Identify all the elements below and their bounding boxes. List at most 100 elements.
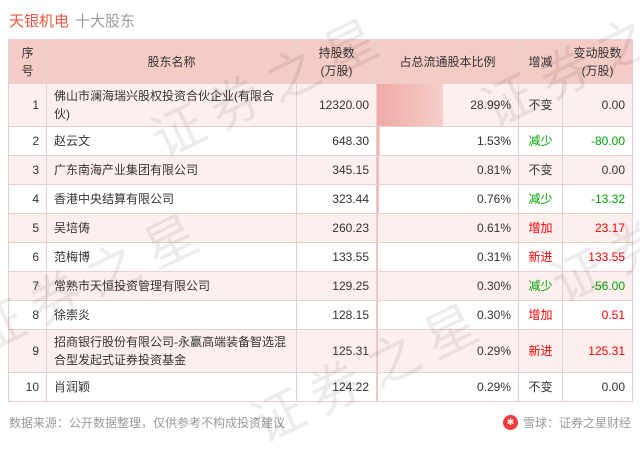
table-row: 5 吴培俦 260.23 0.61% 增加 23.17 <box>8 213 633 243</box>
cell-shares: 260.23 <box>296 213 377 243</box>
cell-percent: 0.31% <box>376 242 519 272</box>
cell-change-direction: 增加 <box>518 300 563 330</box>
percent-value: 0.29% <box>476 380 511 394</box>
shareholder-table: 序号 股东名称 持股数 (万股) 占总流通股本比例 增减 变动股数 (万股) 1… <box>8 39 633 402</box>
cell-shares: 128.15 <box>296 300 377 330</box>
cell-shareholder-name: 范梅博 <box>46 242 297 272</box>
cell-index: 1 <box>8 83 47 127</box>
percent-value: 0.61% <box>476 221 511 235</box>
cell-percent: 1.53% <box>376 126 519 156</box>
cell-shares: 345.15 <box>296 155 377 185</box>
cell-percent: 0.81% <box>376 155 519 185</box>
percent-value: 1.53% <box>476 134 511 148</box>
table-row: 4 香港中央结算有限公司 323.44 0.76% 减少 -13.32 <box>8 184 633 214</box>
header-row: 序号 股东名称 持股数 (万股) 占总流通股本比例 增减 变动股数 (万股) <box>8 39 633 84</box>
percent-value: 0.30% <box>476 308 511 322</box>
cell-shareholder-name: 佛山市澜海瑞兴股权投资合伙企业(有限合伙) <box>46 83 297 127</box>
cell-index: 4 <box>8 184 47 214</box>
table-row: 1 佛山市澜海瑞兴股权投资合伙企业(有限合伙) 12320.00 28.99% … <box>8 83 633 127</box>
cell-shares: 129.25 <box>296 271 377 301</box>
percent-value: 28.99% <box>470 98 511 112</box>
cell-index: 10 <box>8 372 47 402</box>
table-row: 8 徐崇炎 128.15 0.30% 增加 0.51 <box>8 300 633 330</box>
percent-value: 0.30% <box>476 279 511 293</box>
cell-shareholder-name: 招商银行股份有限公司-永赢高端装备智选混合型发起式证券投资基金 <box>46 329 297 373</box>
cell-index: 2 <box>8 126 47 156</box>
col-header-percent: 占总流通股本比例 <box>376 39 519 84</box>
cell-percent: 28.99% <box>376 83 519 127</box>
cell-change-shares: 0.00 <box>562 372 633 402</box>
page-title: 天银机电 十大股东 <box>0 0 640 39</box>
cell-change-direction: 减少 <box>518 126 563 156</box>
cell-percent: 0.29% <box>376 329 519 373</box>
cell-shares: 124.22 <box>296 372 377 402</box>
page-subtitle: 十大股东 <box>75 13 136 30</box>
footer: 数据来源：公开数据整理，仅供参考不构成投资建议 ✱ 雪球：证券之星财经 <box>9 414 631 431</box>
percent-bar <box>377 156 379 184</box>
cell-percent: 0.30% <box>376 271 519 301</box>
cell-shareholder-name: 肖润颖 <box>46 372 297 402</box>
cell-change-shares: 125.31 <box>562 329 633 373</box>
percent-bar <box>377 301 378 329</box>
cell-percent: 0.30% <box>376 300 519 330</box>
percent-value: 0.31% <box>476 250 511 264</box>
cell-shareholder-name: 广东南海产业集团有限公司 <box>46 155 297 185</box>
table-row: 10 肖润颖 124.22 0.29% 不变 0.00 <box>8 372 633 402</box>
cell-index: 6 <box>8 242 47 272</box>
cell-change-shares: 133.55 <box>562 242 633 272</box>
cell-shareholder-name: 赵云文 <box>46 126 297 156</box>
percent-bar <box>377 243 378 271</box>
cell-shareholder-name: 常熟市天恒投资管理有限公司 <box>46 271 297 301</box>
cell-percent: 0.29% <box>376 372 519 402</box>
cell-change-direction: 新进 <box>518 329 563 373</box>
percent-bar <box>377 84 444 126</box>
data-source-note: 数据来源：公开数据整理，仅供参考不构成投资建议 <box>9 416 286 430</box>
cell-change-direction: 减少 <box>518 271 563 301</box>
cell-index: 9 <box>8 329 47 373</box>
percent-value: 0.81% <box>476 163 511 177</box>
cell-change-direction: 不变 <box>518 372 563 402</box>
percent-value: 0.29% <box>476 344 511 358</box>
cell-change-direction: 新进 <box>518 242 563 272</box>
col-header-shareholder: 股东名称 <box>46 39 297 84</box>
table-row: 7 常熟市天恒投资管理有限公司 129.25 0.30% 减少 -56.00 <box>8 271 633 301</box>
col-header-index: 序号 <box>8 39 47 84</box>
table-row: 9 招商银行股份有限公司-永赢高端装备智选混合型发起式证券投资基金 125.31… <box>8 329 633 373</box>
cell-change-shares: -13.32 <box>562 184 633 214</box>
credit: ✱ 雪球：证券之星财经 <box>502 414 631 431</box>
xueqiu-logo-icon: ✱ <box>502 415 518 430</box>
cell-index: 7 <box>8 271 47 301</box>
table-body: 1 佛山市澜海瑞兴股权投资合伙企业(有限合伙) 12320.00 28.99% … <box>8 83 633 402</box>
percent-bar <box>377 127 381 155</box>
cell-change-direction: 减少 <box>518 184 563 214</box>
cell-shares: 125.31 <box>296 329 377 373</box>
table-header: 序号 股东名称 持股数 (万股) 占总流通股本比例 增减 变动股数 (万股) <box>8 39 633 84</box>
percent-bar <box>377 272 378 300</box>
cell-index: 3 <box>8 155 47 185</box>
percent-bar <box>377 185 379 213</box>
cell-change-direction: 不变 <box>518 83 563 127</box>
cell-change-direction: 不变 <box>518 155 563 185</box>
cell-shareholder-name: 香港中央结算有限公司 <box>46 184 297 214</box>
cell-shares: 12320.00 <box>296 83 377 127</box>
cell-index: 5 <box>8 213 47 243</box>
credit-text: 雪球：证券之星财经 <box>522 416 631 430</box>
cell-shares: 648.30 <box>296 126 377 156</box>
cell-change-shares: 0.00 <box>562 155 633 185</box>
cell-change-shares: -80.00 <box>562 126 633 156</box>
cell-shareholder-name: 吴培俦 <box>46 213 297 243</box>
col-header-change: 增减 <box>518 39 563 84</box>
cell-change-direction: 增加 <box>518 213 563 243</box>
cell-change-shares: 0.51 <box>562 300 633 330</box>
cell-change-shares: 0.00 <box>562 83 633 127</box>
cell-shares: 133.55 <box>296 242 377 272</box>
table-row: 6 范梅博 133.55 0.31% 新进 133.55 <box>8 242 633 272</box>
cell-change-shares: -56.00 <box>562 271 633 301</box>
percent-bar <box>377 214 379 242</box>
table-row: 3 广东南海产业集团有限公司 345.15 0.81% 不变 0.00 <box>8 155 633 185</box>
cell-index: 8 <box>8 300 47 330</box>
table-row: 2 赵云文 648.30 1.53% 减少 -80.00 <box>8 126 633 156</box>
col-header-shares: 持股数 (万股) <box>296 39 377 84</box>
stock-name: 天银机电 <box>9 13 70 30</box>
